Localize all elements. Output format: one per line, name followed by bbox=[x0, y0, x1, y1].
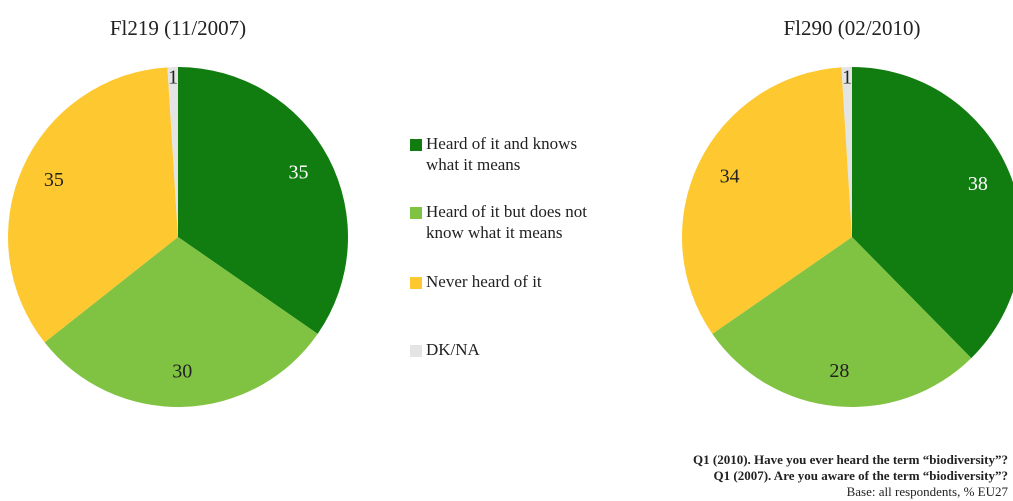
pie-slice bbox=[841, 67, 852, 237]
legend-label: Heard of it but does not know what it mea… bbox=[426, 202, 587, 242]
pie-slice bbox=[44, 237, 318, 407]
chart-title: Fl219 (11/2007) bbox=[110, 16, 246, 40]
value-label: 28 bbox=[829, 360, 849, 382]
legend-swatch bbox=[410, 207, 422, 219]
value-label: 35 bbox=[288, 162, 308, 184]
pie-slice bbox=[167, 67, 178, 237]
value-label: 1 bbox=[842, 67, 852, 89]
pie-slice bbox=[178, 67, 349, 334]
legend-swatch bbox=[410, 139, 422, 151]
pie-slice bbox=[682, 67, 852, 334]
value-label: 1 bbox=[168, 67, 178, 89]
legend-swatch bbox=[410, 345, 422, 357]
value-label: 34 bbox=[720, 165, 740, 187]
footnote: Q1 (2010). Have you ever heard the term … bbox=[693, 452, 1008, 467]
legend-label: Never heard of it bbox=[426, 272, 542, 291]
value-label: 38 bbox=[968, 173, 988, 195]
value-label: 30 bbox=[172, 361, 192, 383]
pie-slice bbox=[852, 67, 1013, 359]
footnote: Q1 (2007). Are you aware of the term “bi… bbox=[714, 468, 1009, 483]
legend-label: Heard of it and knows what it means bbox=[426, 134, 577, 174]
chart-title: Fl290 (02/2010) bbox=[783, 16, 920, 40]
footnote: Base: all respondents, % EU27 bbox=[847, 484, 1009, 499]
legend-swatch bbox=[410, 277, 422, 289]
pie-slice bbox=[7, 67, 178, 343]
pie-slice bbox=[712, 237, 972, 407]
value-label: 35 bbox=[44, 169, 64, 191]
legend-label: DK/NA bbox=[426, 340, 481, 359]
